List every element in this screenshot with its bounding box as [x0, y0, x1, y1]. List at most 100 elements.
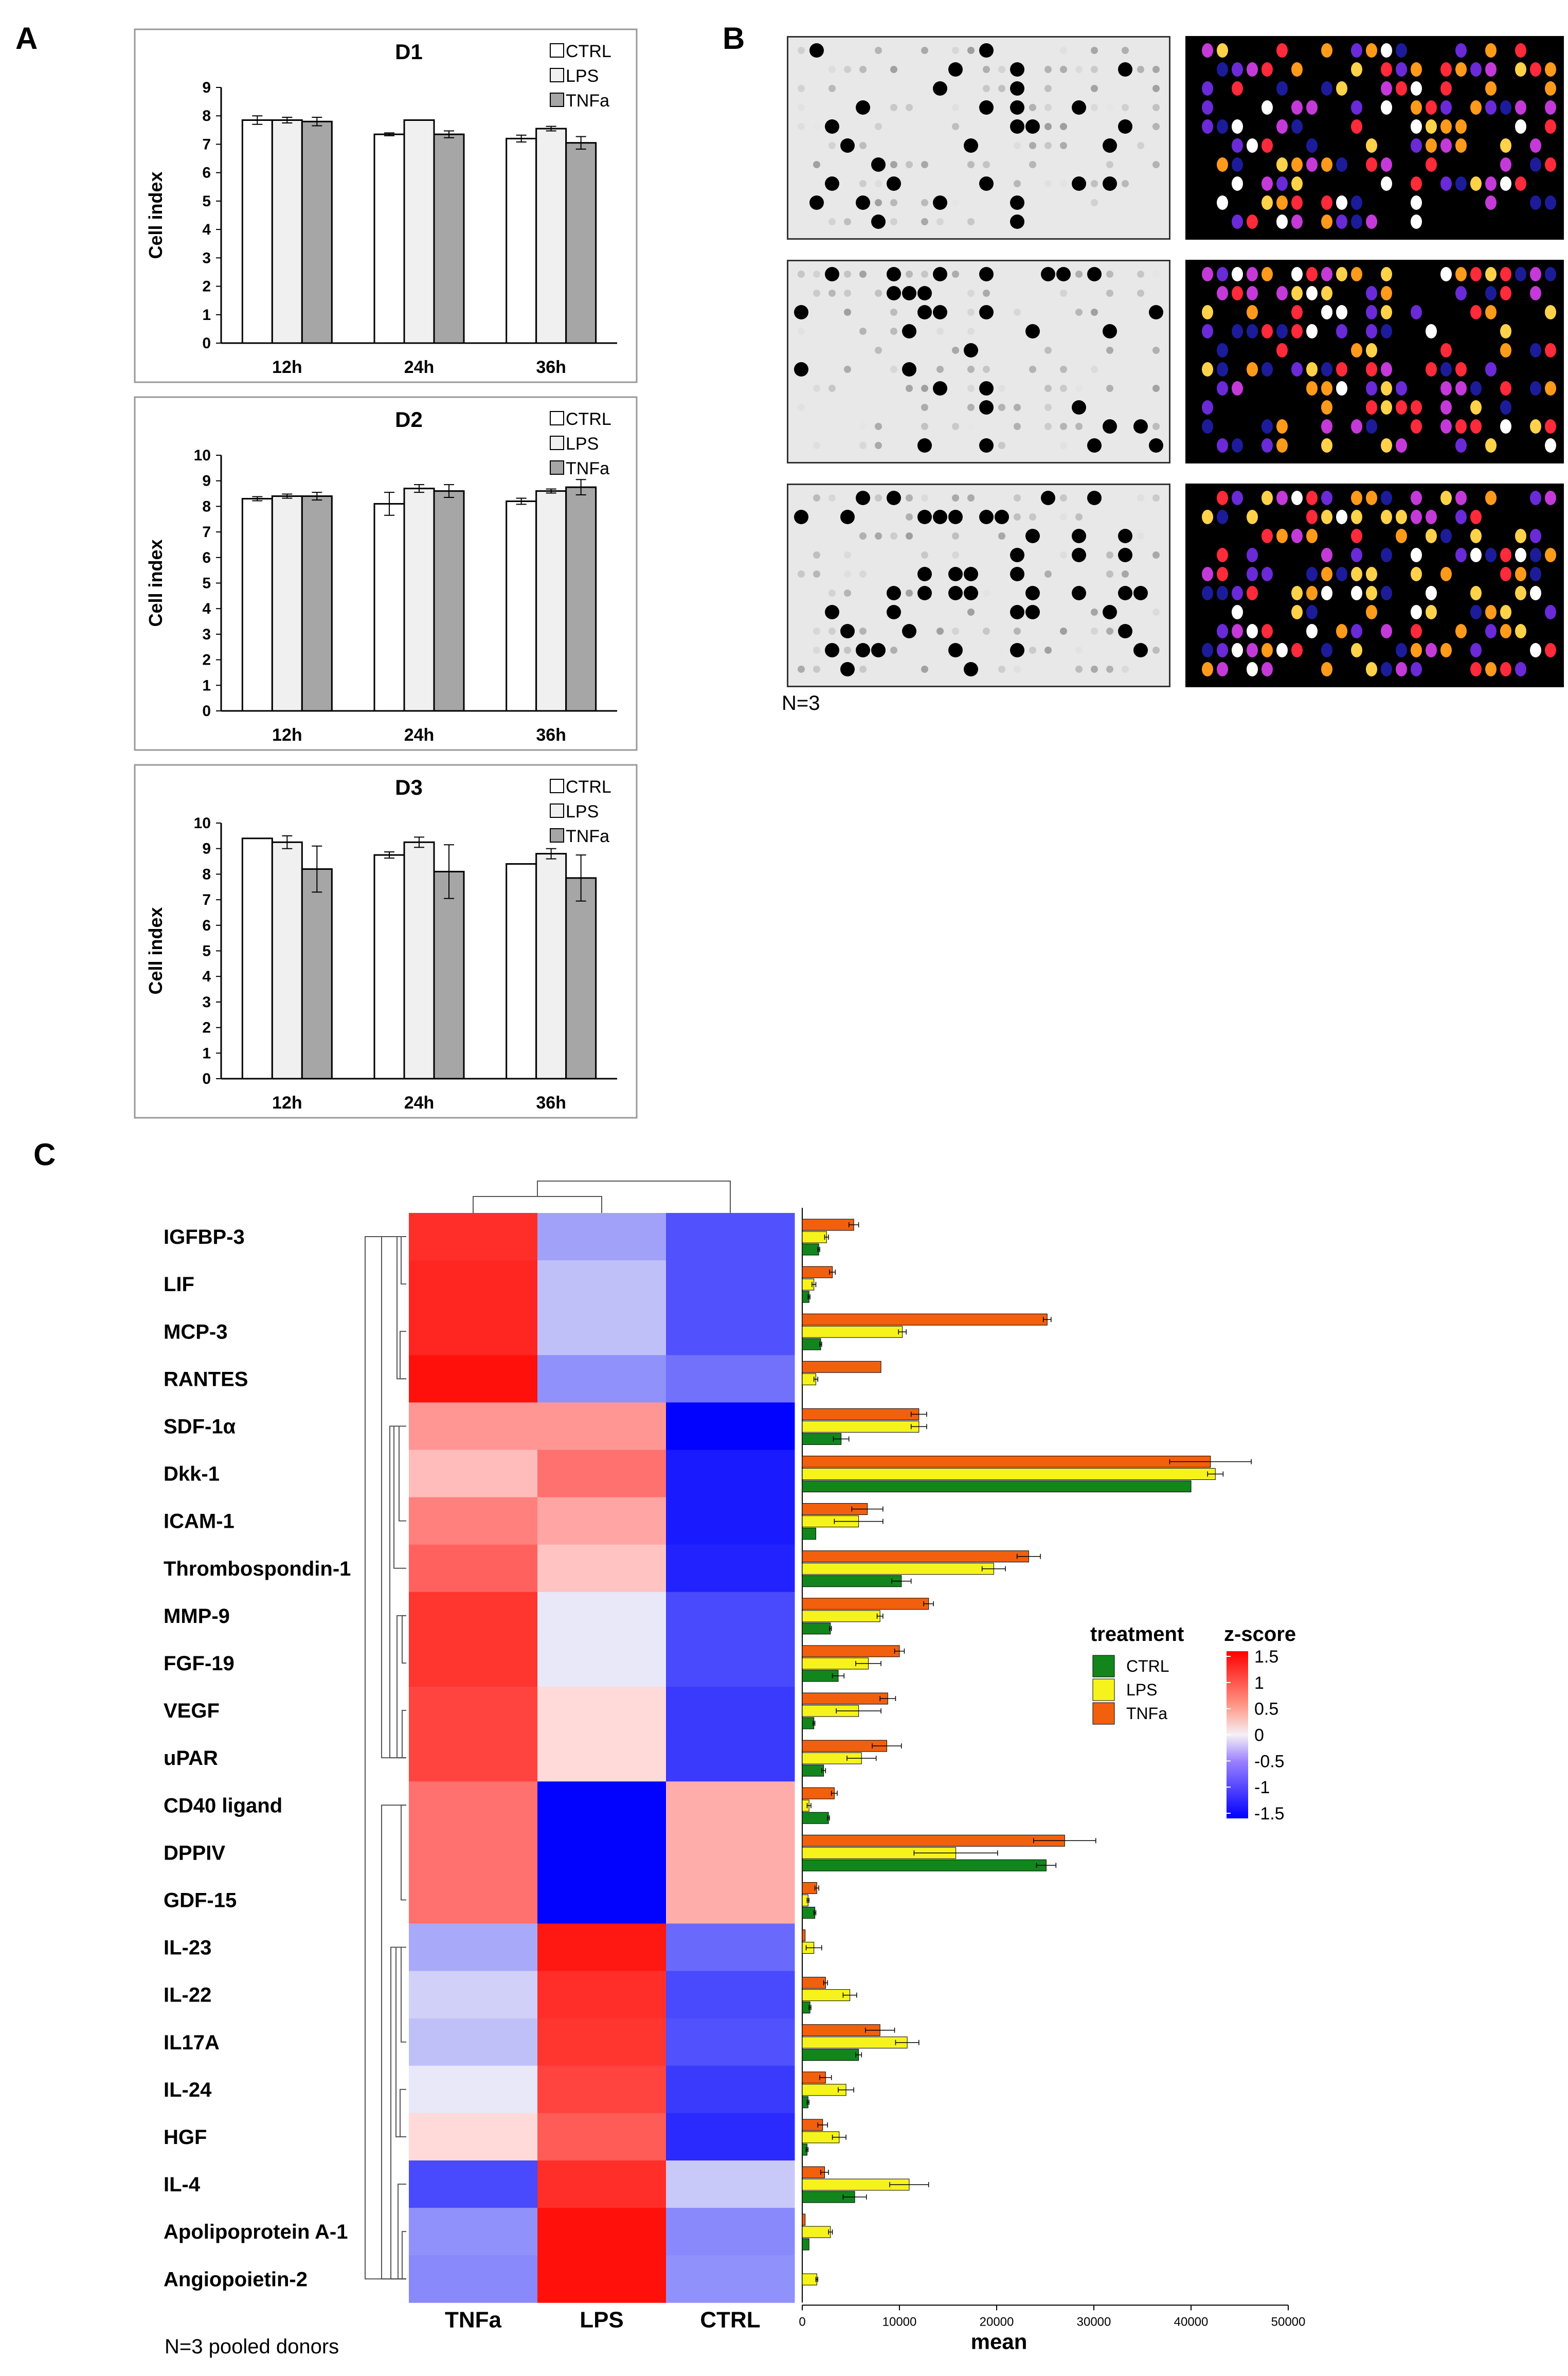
- heat-spot: [1500, 176, 1511, 191]
- bar-lps: [802, 1420, 920, 1433]
- colorbar-tick-label: -1.5: [1254, 1804, 1285, 1824]
- heatmap-cell: [666, 1781, 795, 1829]
- row-dendrogram: [389, 1425, 406, 1759]
- blot-spot: [1072, 400, 1086, 415]
- blot-spot: [1091, 666, 1098, 673]
- row-label: IL-24: [164, 2079, 212, 2101]
- blot-spot: [856, 195, 870, 210]
- blot-spot: [825, 176, 839, 191]
- blot-spot: [948, 586, 963, 600]
- heatmap-cell: [409, 1260, 538, 1308]
- blot-spot: [1029, 161, 1036, 168]
- blot-spot: [1010, 605, 1024, 619]
- blot-spot: [798, 666, 805, 673]
- blot-spot: [948, 567, 963, 581]
- heat-spot: [1202, 324, 1213, 338]
- bar-tnfa: [802, 1313, 1048, 1326]
- blot-spot: [1025, 605, 1040, 619]
- x-tick-label: 12h: [272, 725, 302, 745]
- heat-spot: [1291, 100, 1303, 115]
- blot-spot: [890, 161, 897, 168]
- y-tick-label: 10: [194, 447, 211, 464]
- y-tick-label: 7: [202, 136, 211, 153]
- blot-spot: [983, 66, 990, 73]
- heat-spot: [1306, 529, 1318, 543]
- column-dendrogram: [537, 1181, 731, 1213]
- heatmap-cell: [537, 1971, 666, 2019]
- heat-spot: [1291, 643, 1303, 657]
- blot-spot: [979, 400, 994, 415]
- heat-spot: [1440, 100, 1452, 115]
- heat-spot: [1381, 305, 1392, 319]
- blot-spot: [902, 624, 916, 638]
- heat-spot: [1336, 510, 1347, 524]
- bar-lps: [802, 2036, 908, 2049]
- blot-spot: [798, 328, 805, 335]
- heatmap-cell: [409, 2065, 538, 2114]
- heat-spot: [1217, 491, 1228, 505]
- heat-spot: [1381, 176, 1392, 191]
- blot-spot: [1014, 309, 1021, 316]
- heat-spot: [1545, 438, 1556, 453]
- heatmap-cell: [537, 1781, 666, 1829]
- heat-spot: [1336, 195, 1347, 210]
- heat-spot: [1261, 176, 1273, 191]
- heat-spot: [1440, 119, 1452, 134]
- blot-spot: [859, 532, 867, 540]
- heat-spot: [1455, 267, 1467, 281]
- blot-spot: [1075, 385, 1083, 392]
- bar-tnfa: [433, 870, 465, 1080]
- blot-spot: [1060, 366, 1067, 373]
- blot-spot: [1091, 85, 1098, 92]
- heatmap-cell: [537, 2208, 666, 2256]
- blot-spot: [1072, 100, 1086, 115]
- blot-spot: [1072, 548, 1086, 562]
- blot-spot: [1029, 513, 1036, 521]
- heat-spot: [1261, 529, 1273, 543]
- x-tick-label: 36h: [536, 358, 566, 377]
- blot-spot: [933, 305, 947, 319]
- heat-spot: [1336, 305, 1347, 319]
- y-tick-label: 9: [202, 473, 211, 490]
- legend-swatch-ctrl: [550, 779, 564, 793]
- colorbar-tick-label: 0.5: [1254, 1700, 1278, 1719]
- row-label: SDF-1α: [164, 1415, 236, 1438]
- blot-spot: [979, 438, 994, 453]
- heat-spot: [1217, 157, 1228, 172]
- heat-spot: [1381, 100, 1392, 115]
- blot-spot: [1106, 347, 1113, 354]
- heat-spot: [1291, 491, 1303, 505]
- heat-spot: [1247, 286, 1258, 300]
- blot-spot: [1091, 180, 1098, 187]
- legend-swatch-tnfa: [550, 828, 564, 843]
- blot-spot: [998, 442, 1005, 449]
- heat-spot: [1276, 286, 1288, 300]
- heat-spot: [1321, 381, 1332, 396]
- heat-spot: [1515, 529, 1526, 543]
- array-blot-pseudocolor-2: [1185, 260, 1564, 463]
- blot-spot: [979, 510, 994, 524]
- heatmap-cell: [666, 2255, 795, 2303]
- heat-spot: [1202, 81, 1213, 96]
- blot-spot: [1029, 142, 1036, 149]
- heat-spot: [1530, 529, 1541, 543]
- blot-spot: [964, 586, 978, 600]
- heat-spot: [1217, 267, 1228, 281]
- blot-spot: [936, 328, 944, 335]
- heat-spot: [1411, 510, 1422, 524]
- bar-tnfa: [433, 133, 465, 344]
- treatment-legend-swatch-tnfa: [1092, 1702, 1115, 1725]
- blot-spot: [1044, 647, 1052, 654]
- column-dendrogram: [473, 1196, 602, 1213]
- heat-spot: [1485, 362, 1497, 377]
- bar-tnfa: [433, 490, 465, 712]
- blot-spot: [902, 362, 916, 377]
- blot-spot: [813, 123, 820, 130]
- y-tick-label: 2: [202, 278, 211, 295]
- blot-spot: [1010, 567, 1024, 581]
- heat-spot: [1232, 81, 1243, 96]
- bar-lps: [802, 1231, 827, 1243]
- heat-spot: [1366, 286, 1377, 300]
- panel-letter-b: B: [723, 21, 745, 56]
- blot-spot: [798, 404, 805, 411]
